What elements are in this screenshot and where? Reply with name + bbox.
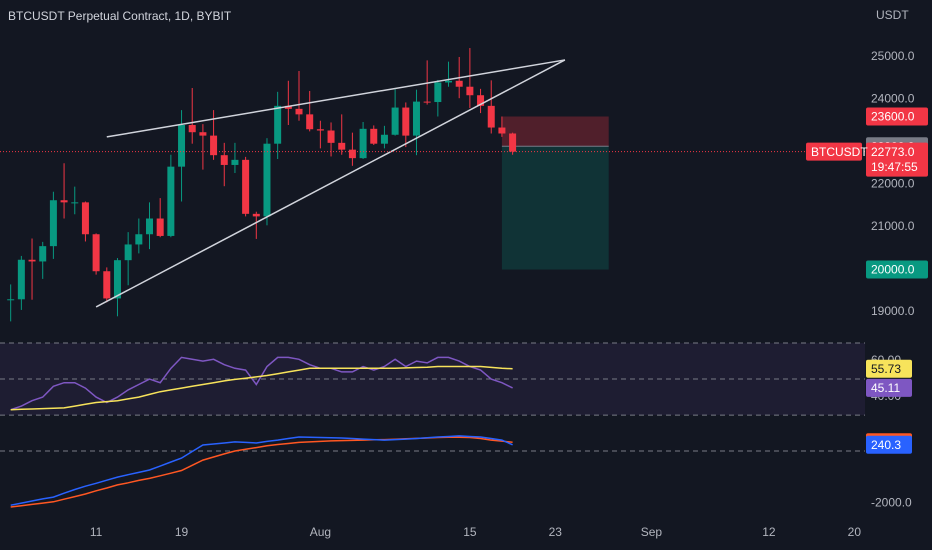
x-tick-label: 20 [848,525,862,539]
last-value-badge-bg [866,359,912,378]
candle-body [263,143,271,217]
candle-body [466,86,474,96]
y-tick-label: 22000.0 [871,177,915,191]
countdown: 19:47:55 [871,160,918,174]
chart-title: BTCUSDT Perpetual Contract, 1D, BYBIT [8,9,232,23]
candle-body [252,213,260,217]
last-value-badge-bg [866,435,912,454]
y-tick-label: 21000.0 [871,219,915,233]
candle-body [402,107,410,136]
y-tick-label: 19000.0 [871,304,915,318]
candle-body [178,124,186,167]
y-tick-label: 25000.0 [871,49,915,63]
candle-body [284,105,292,109]
candle-body [306,114,314,130]
last-value-badge: 240.3 [871,438,901,452]
candle-body [39,246,47,262]
candle-body [113,260,121,299]
x-tick-label: 11 [90,525,103,539]
target-label: 20000.0 [871,263,915,277]
candle-body [338,142,346,150]
candle-body [391,107,399,135]
candle-body [92,234,100,272]
candle-body [509,133,517,152]
last-value-badge: 45.11 [871,381,900,395]
x-tick-label: 19 [175,525,189,539]
candle-body [167,166,175,236]
candle-body [7,299,15,301]
candle-body [156,218,164,236]
candle-body [359,128,367,159]
x-tick-label: Aug [310,525,331,539]
candle-body [295,108,303,115]
x-tick-label: 15 [463,525,477,539]
candle-body [327,130,335,143]
candle-body [274,105,282,144]
stop-label-bg [866,107,928,126]
candle-body [135,234,143,245]
candle-body [199,132,207,136]
candle-body [124,244,132,261]
candle-body [423,101,431,103]
target-label-bg [866,260,928,279]
candle-body [455,80,463,87]
candle-body [103,271,111,299]
candle-body [81,202,89,235]
last-price-bg [866,142,928,177]
y-tick-label: 24000.0 [871,92,915,106]
candle-body [146,218,154,235]
stop-zone [501,116,609,147]
candle-body [242,159,250,214]
candle-body [477,95,485,106]
candle-body [17,259,25,300]
candle-body [370,128,378,144]
candle-body [60,200,68,203]
stop-label: 23600.0 [871,110,915,124]
symbol-tag: BTCUSDT [811,145,868,159]
x-tick-label: 23 [549,525,563,539]
candle-body [71,202,79,204]
x-tick-label: 12 [762,525,776,539]
trendline [95,59,566,308]
last-value-badge: 55.73 [871,362,901,376]
candle-body [498,127,506,134]
target-zone [501,146,609,270]
y-tick-label: -2000.0 [871,495,912,509]
indicator-line [10,435,513,506]
candle-body [316,129,324,131]
last-value-badge-bg [866,378,912,397]
candle-body [348,149,356,159]
x-tick-label: Sep [641,525,663,539]
last-price-label: 22773.0 [871,145,915,159]
candle-body [188,124,196,133]
symbol-tag-bg [806,142,862,161]
unit-label: USDT [876,8,909,22]
candle-body [49,200,57,247]
candle-body [445,80,453,83]
candle-body [28,259,36,262]
candle-body [220,155,228,165]
trendline [106,59,566,138]
candle-body [231,159,239,165]
candle-body [380,134,388,144]
indicator-line [10,365,513,411]
candle-body [434,82,442,103]
candle-body [487,105,495,128]
candle-body [412,101,420,136]
candle-body [210,135,218,156]
